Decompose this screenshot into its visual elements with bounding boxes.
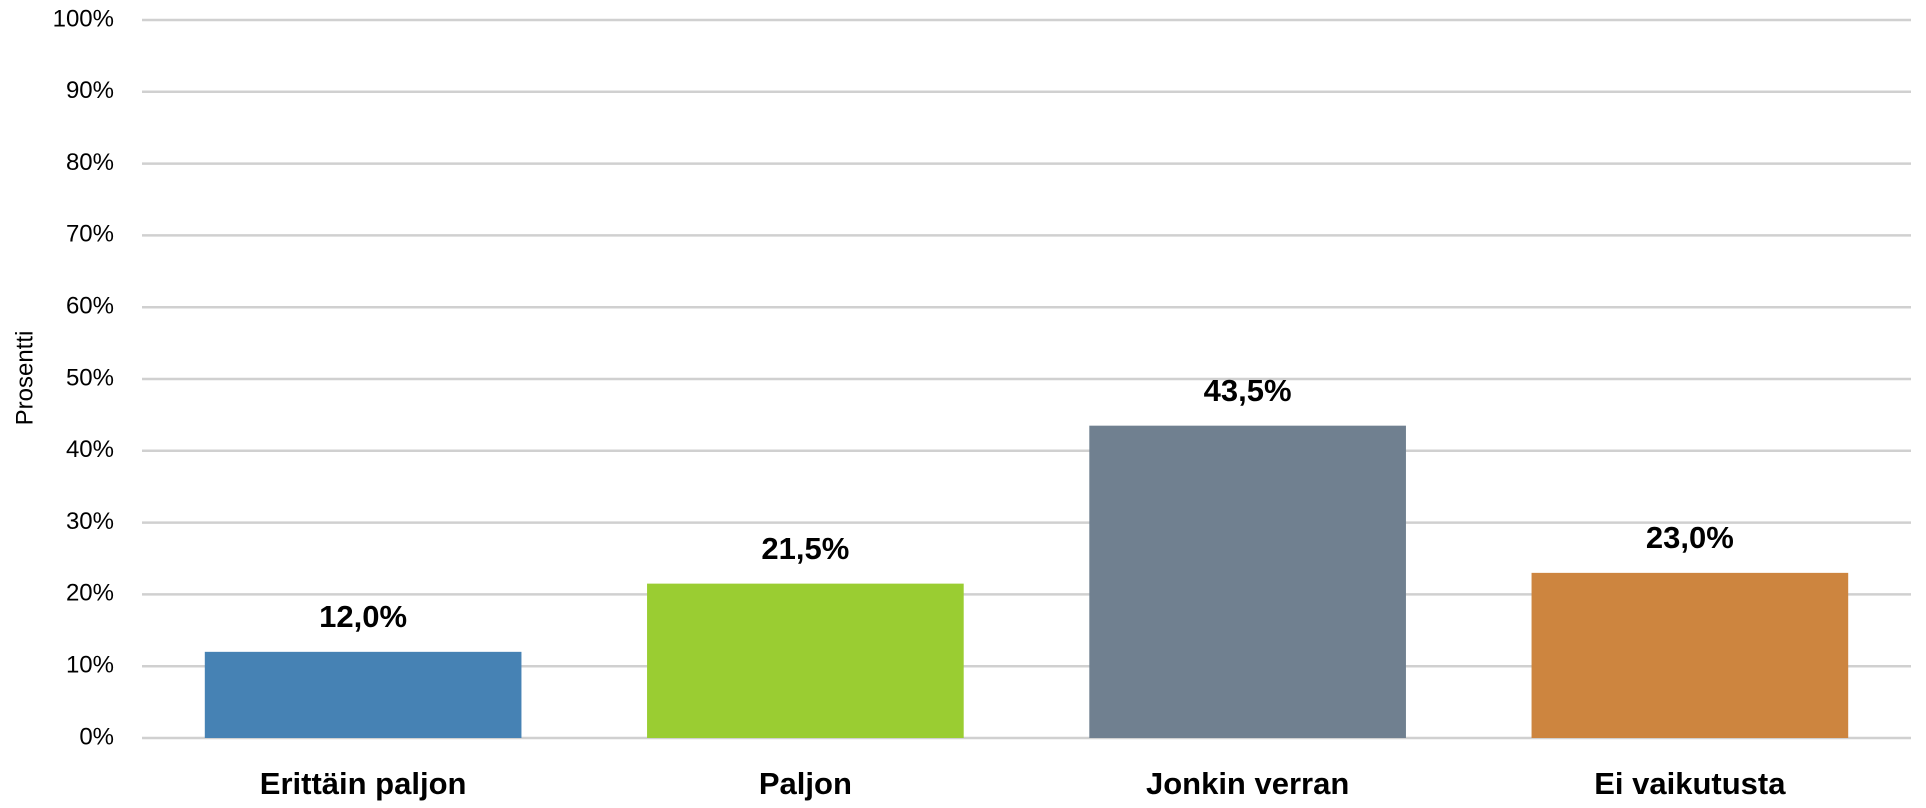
y-tick-label: 100% <box>53 5 114 32</box>
data-label: 12,0% <box>319 599 407 634</box>
x-tick-label: Jonkin verran <box>1146 766 1349 801</box>
data-label: 43,5% <box>1204 373 1292 408</box>
y-tick-label: 80% <box>66 149 114 176</box>
bar <box>1531 572 1849 738</box>
y-axis-label: Prosentti <box>11 331 38 426</box>
y-tick-label: 50% <box>66 364 114 391</box>
data-label: 23,0% <box>1646 520 1734 555</box>
x-tick-label: Erittäin paljon <box>260 766 467 801</box>
x-tick-label: Ei vaikutusta <box>1594 766 1786 801</box>
bar <box>204 651 522 738</box>
x-tick-label: Paljon <box>759 766 852 801</box>
y-tick-label: 40% <box>66 436 114 463</box>
y-tick-label: 90% <box>66 77 114 104</box>
bar <box>647 583 964 738</box>
bar <box>1089 425 1406 738</box>
y-tick-label: 70% <box>66 221 114 248</box>
y-tick-label: 0% <box>79 723 114 750</box>
y-tick-label: 30% <box>66 508 114 535</box>
y-tick-label: 20% <box>66 580 114 607</box>
data-label: 21,5% <box>761 531 849 566</box>
y-tick-label: 10% <box>66 652 114 679</box>
y-tick-label: 60% <box>66 293 114 320</box>
